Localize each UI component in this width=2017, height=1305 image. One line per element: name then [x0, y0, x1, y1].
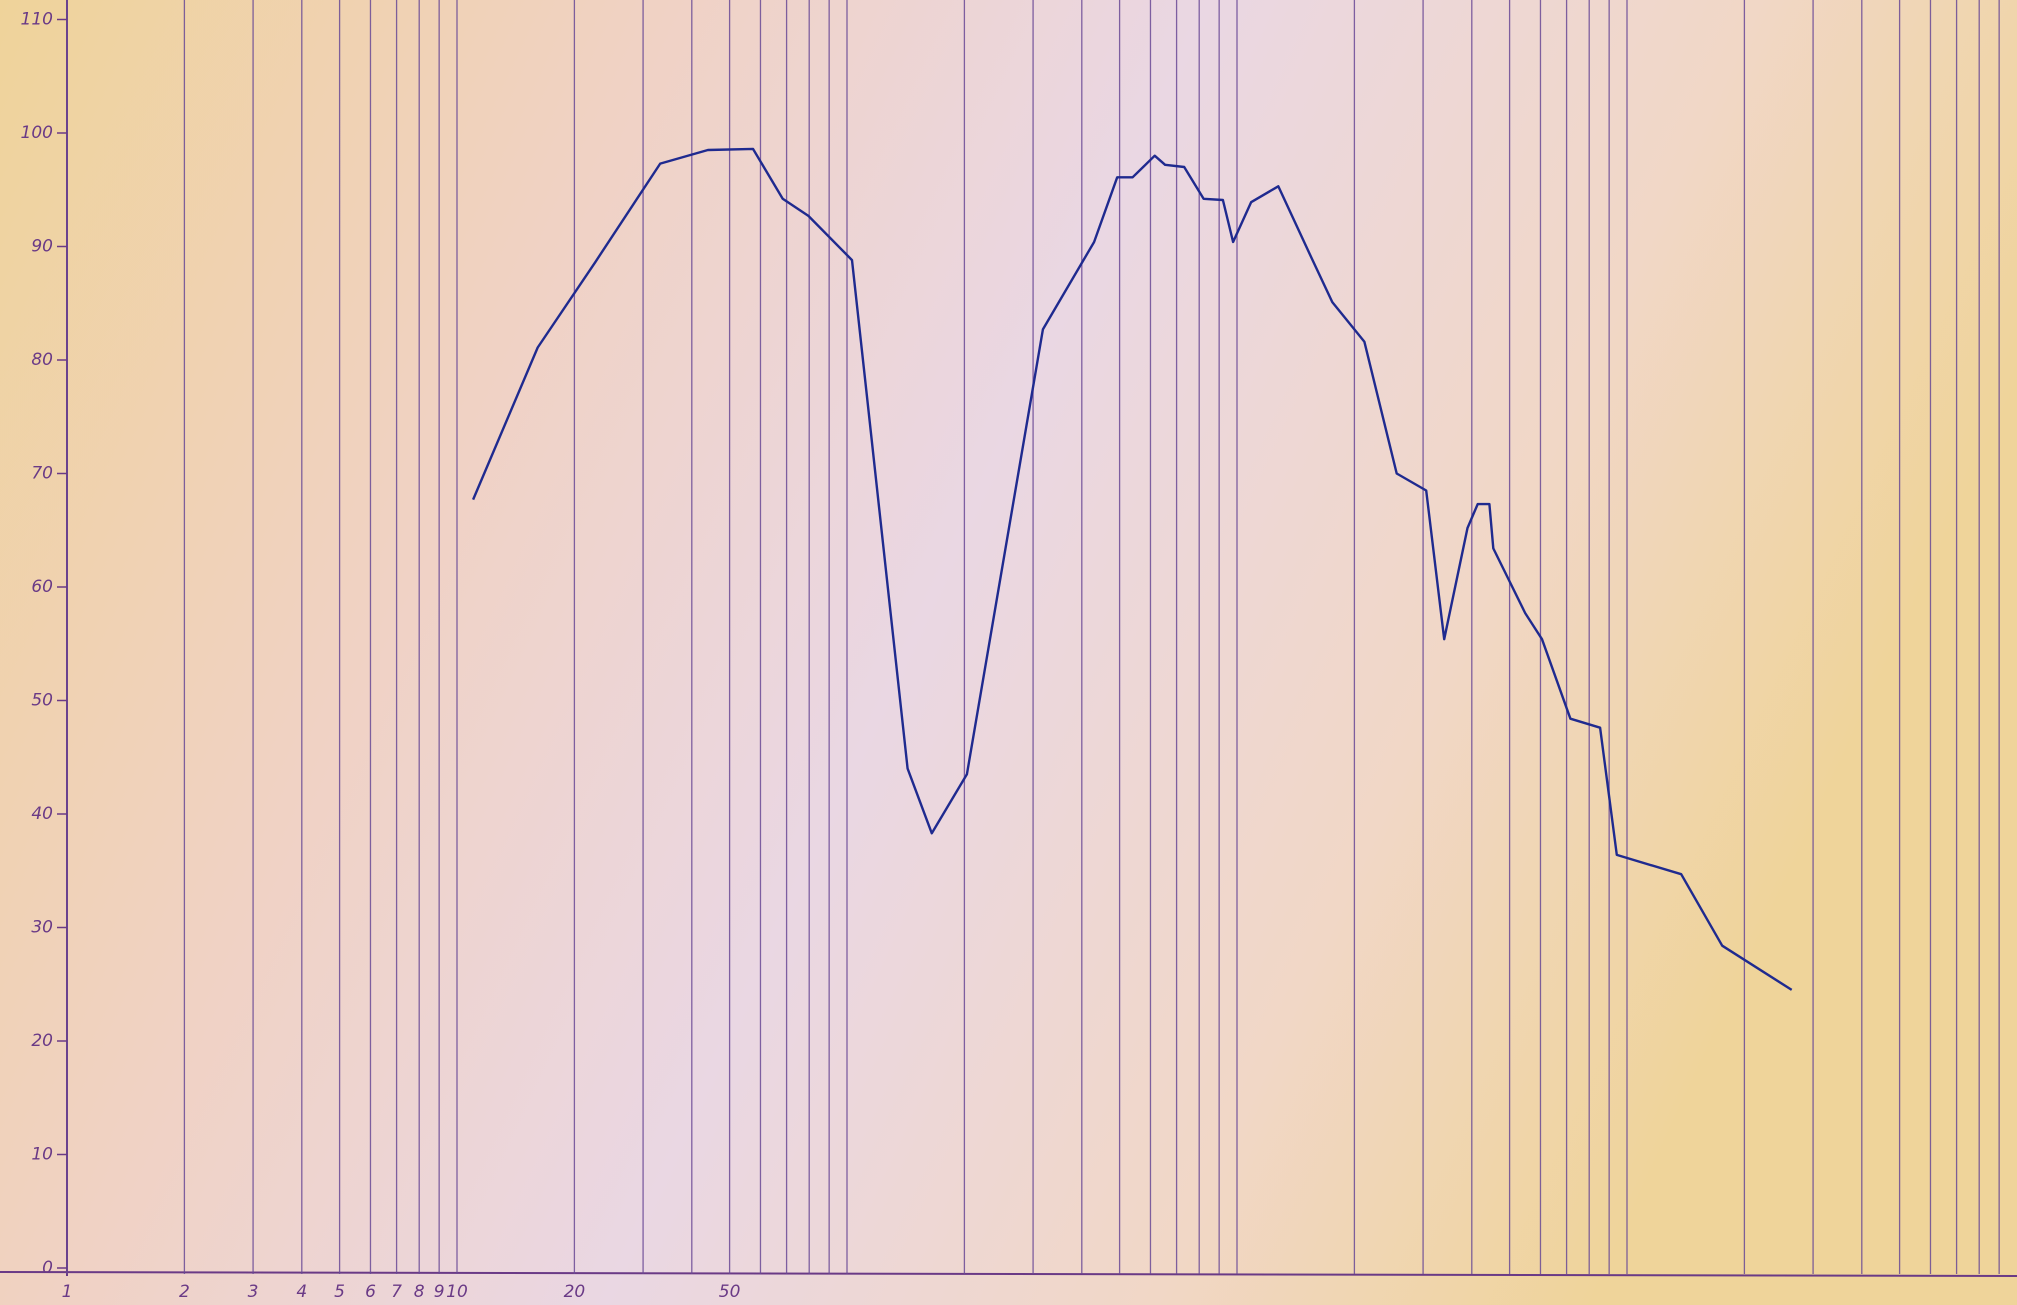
- y-tick-label: 40: [31, 804, 53, 824]
- y-tick-label: 80: [31, 350, 53, 370]
- x-tick-label: 5: [334, 1282, 345, 1302]
- x-tick-label: 2: [179, 1282, 190, 1302]
- x-tick-label: 10: [446, 1282, 468, 1302]
- y-tick-label: 90: [31, 237, 53, 257]
- x-tick-label: 4: [296, 1282, 307, 1302]
- paper: [0, 0, 2017, 1305]
- page: {"chart_data": {"type": "line", "log_x":…: [0, 0, 2017, 1305]
- x-tick-label: 9: [434, 1282, 445, 1302]
- y-tick-label: 20: [31, 1031, 53, 1051]
- y-tick-label: 10: [31, 1145, 53, 1165]
- y-tick-label: 30: [31, 918, 53, 938]
- x-tick-label: 3: [248, 1282, 259, 1302]
- y-tick-label: 70: [31, 464, 53, 484]
- y-tick-label: 100: [21, 123, 53, 143]
- chart: 0102030405060708090100110123456789102050: [0, 0, 2017, 1305]
- x-tick-label: 50: [719, 1282, 741, 1302]
- x-tick-label: 8: [414, 1282, 425, 1302]
- x-tick-label: 20: [564, 1282, 586, 1302]
- x-tick-label: 6: [365, 1282, 376, 1302]
- x-tick-label: 1: [62, 1282, 73, 1302]
- y-tick-label: 0: [42, 1258, 53, 1278]
- y-tick-label: 50: [31, 691, 53, 711]
- x-tick-label: 7: [391, 1282, 402, 1302]
- y-tick-label: 60: [31, 577, 53, 597]
- y-tick-label: 110: [21, 10, 53, 30]
